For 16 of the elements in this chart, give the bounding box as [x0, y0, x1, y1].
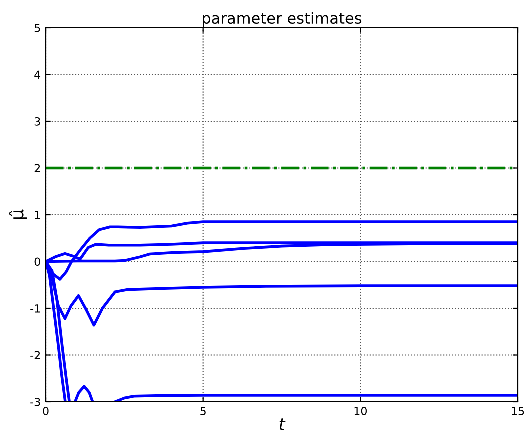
chart-title: parameter estimates	[203, 12, 362, 28]
y-tick-label: -1	[30, 304, 40, 313]
x-tick-label: 5	[200, 407, 206, 416]
y-tick-label: 3	[34, 117, 40, 126]
y-tick-label: 1	[35, 211, 40, 220]
x-tick-label: 0	[43, 407, 49, 416]
y-tick-label: 5	[34, 24, 40, 32]
y-tick-label: 0	[34, 258, 40, 266]
y-axis-title: μ̂	[9, 210, 28, 220]
y-tick-label: 4	[34, 70, 41, 79]
y-tick-label: -2	[30, 351, 40, 360]
x-tick-label: 15	[512, 407, 524, 416]
y-tick-label: 2	[34, 164, 40, 172]
y-tick-label: -3	[30, 398, 40, 406]
x-tick-label: 10	[354, 407, 367, 416]
x-axis-title: t	[280, 418, 286, 430]
